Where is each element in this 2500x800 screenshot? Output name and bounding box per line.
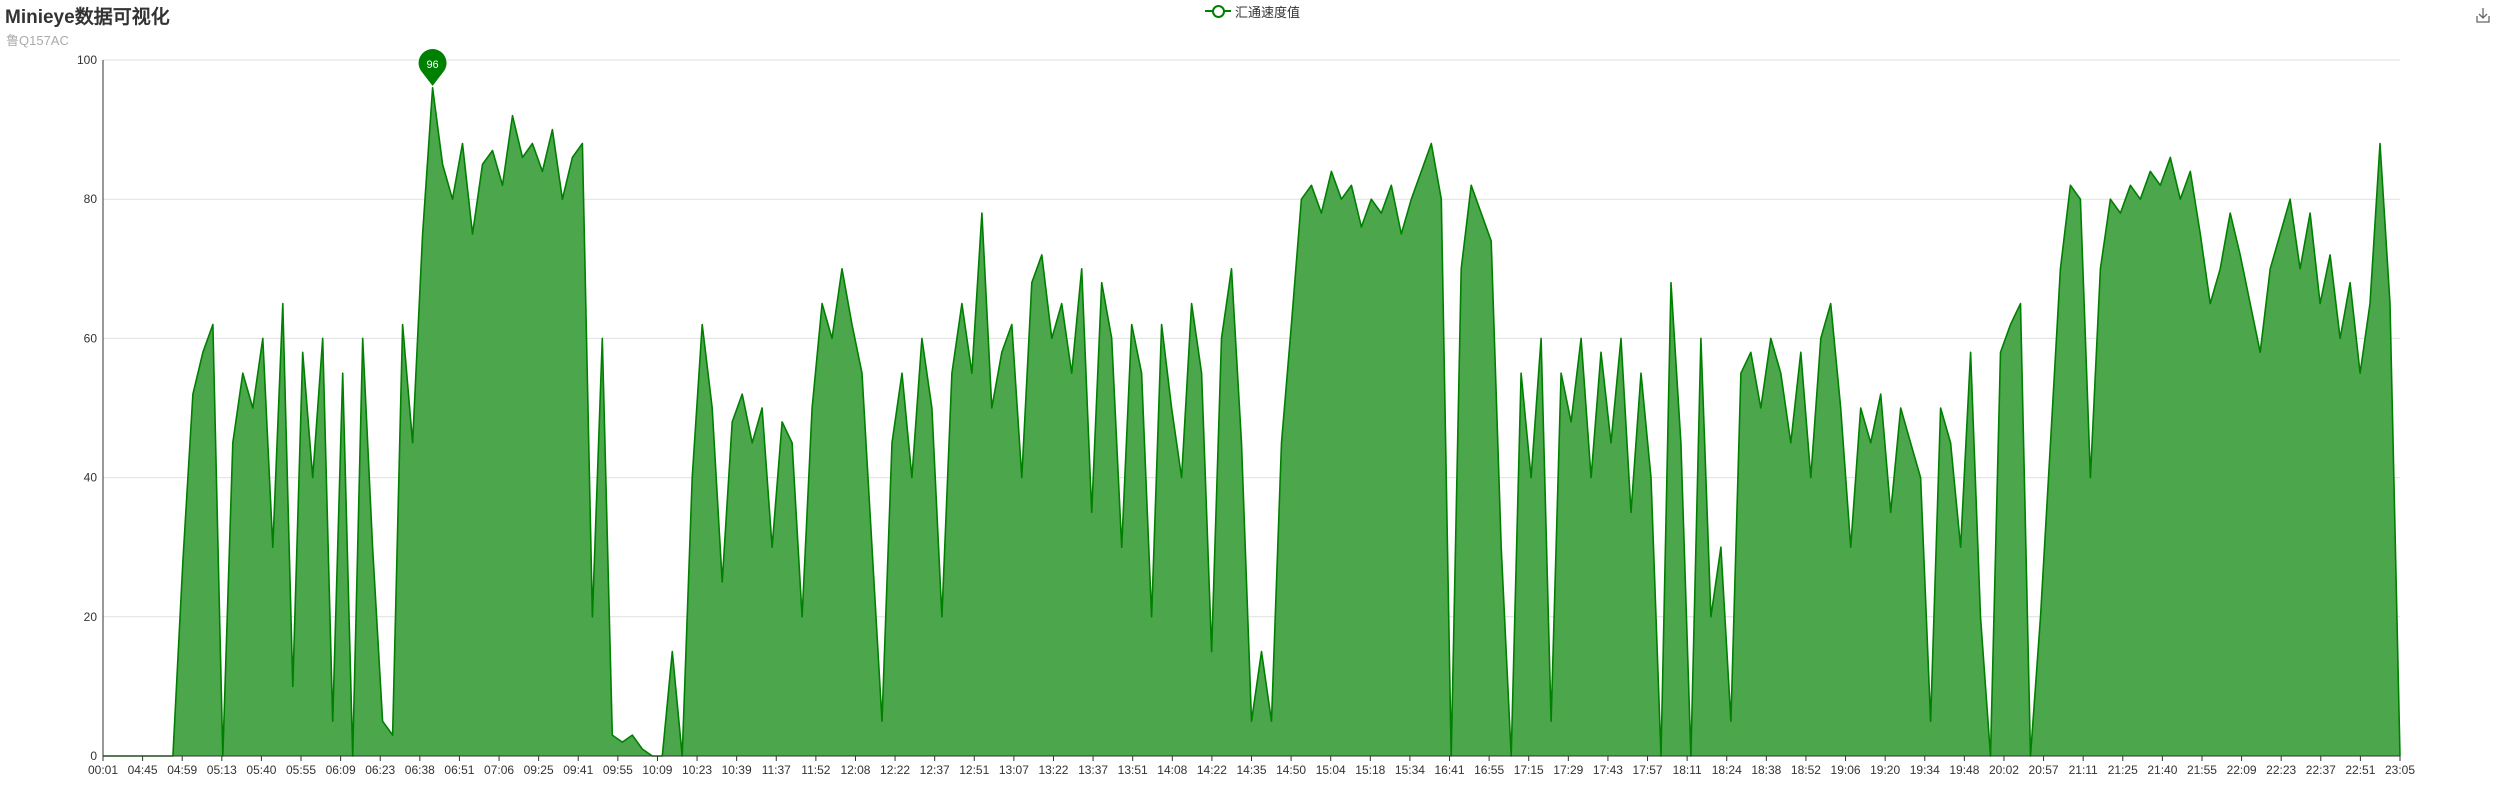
x-tick-label: 10:23 xyxy=(682,763,712,777)
x-tick-label: 18:11 xyxy=(1673,763,1702,777)
x-tick-label: 18:24 xyxy=(1712,763,1742,777)
x-tick-label: 09:25 xyxy=(524,763,554,777)
x-tick-label: 06:09 xyxy=(326,763,356,777)
x-tick-label: 16:41 xyxy=(1435,763,1465,777)
x-tick-label: 14:35 xyxy=(1236,763,1266,777)
page-title: Minieye数据可视化 xyxy=(5,7,170,28)
x-tick-label: 20:02 xyxy=(1989,763,2019,777)
legend-item[interactable]: 汇通速度值 xyxy=(1205,2,1300,20)
x-tick-label: 15:18 xyxy=(1355,763,1385,777)
x-tick-label: 19:06 xyxy=(1831,763,1861,777)
x-tick-label: 06:38 xyxy=(405,763,435,777)
x-tick-label: 15:04 xyxy=(1316,763,1346,777)
x-tick-label: 19:34 xyxy=(1910,763,1940,777)
y-tick-label: 40 xyxy=(84,471,98,485)
legend-line-circle-icon xyxy=(1205,4,1231,18)
x-tick-label: 15:34 xyxy=(1395,763,1425,777)
x-tick-label: 06:51 xyxy=(444,763,474,777)
x-tick-label: 04:45 xyxy=(128,763,158,777)
x-tick-label: 18:38 xyxy=(1751,763,1781,777)
x-tick-label: 12:51 xyxy=(959,763,989,777)
x-tick-label: 05:40 xyxy=(246,763,276,777)
x-tick-label: 06:23 xyxy=(365,763,395,777)
y-tick-label: 100 xyxy=(77,53,97,67)
x-tick-label: 12:37 xyxy=(920,763,950,777)
x-tick-label: 14:22 xyxy=(1197,763,1227,777)
y-tick-label: 0 xyxy=(90,749,97,763)
x-tick-label: 19:20 xyxy=(1870,763,1900,777)
x-tick-label: 17:29 xyxy=(1553,763,1583,777)
y-tick-label: 20 xyxy=(84,610,98,624)
x-tick-label: 05:13 xyxy=(207,763,237,777)
x-tick-label: 22:09 xyxy=(2227,763,2257,777)
x-tick-label: 21:40 xyxy=(2147,763,2177,777)
x-tick-label: 22:51 xyxy=(2345,763,2375,777)
y-tick-label: 60 xyxy=(84,331,98,345)
x-tick-label: 13:37 xyxy=(1078,763,1108,777)
x-tick-label: 17:15 xyxy=(1514,763,1544,777)
chart-subtitle: 鲁Q157AC xyxy=(6,33,69,48)
legend-label: 汇通速度值 xyxy=(1235,4,1301,20)
x-tick-label: 23:05 xyxy=(2385,763,2415,777)
x-tick-label: 11:37 xyxy=(762,763,791,777)
x-tick-label: 21:11 xyxy=(2069,763,2098,777)
x-tick-label: 10:09 xyxy=(642,763,672,777)
max-mark-label: 96 xyxy=(426,59,438,71)
x-tick-label: 11:52 xyxy=(801,763,830,777)
x-tick-label: 07:06 xyxy=(484,763,514,777)
x-tick-label: 21:55 xyxy=(2187,763,2217,777)
x-tick-label: 12:22 xyxy=(880,763,910,777)
series-line xyxy=(103,87,2401,757)
x-tick-label: 14:50 xyxy=(1276,763,1306,777)
x-tick-label: 18:52 xyxy=(1791,763,1821,777)
x-tick-label: 17:43 xyxy=(1593,763,1623,777)
max-mark-pin xyxy=(418,49,447,86)
x-tick-label: 09:41 xyxy=(563,763,593,777)
x-tick-label: 17:57 xyxy=(1633,763,1663,777)
x-tick-label: 05:55 xyxy=(286,763,316,777)
y-tick-label: 80 xyxy=(84,192,98,206)
x-tick-label: 22:37 xyxy=(2306,763,2336,777)
download-icon xyxy=(2476,8,2490,23)
x-tick-label: 16:55 xyxy=(1474,763,1504,777)
x-tick-label: 21:25 xyxy=(2108,763,2138,777)
series-area xyxy=(103,87,2400,757)
download-button[interactable] xyxy=(2474,6,2492,24)
x-tick-label: 00:01 xyxy=(88,763,118,777)
x-tick-label: 13:51 xyxy=(1118,763,1148,777)
x-tick-label: 20:57 xyxy=(2029,763,2059,777)
x-tick-label: 10:39 xyxy=(722,763,752,777)
x-tick-label: 19:48 xyxy=(1949,763,1979,777)
x-tick-label: 22:23 xyxy=(2266,763,2296,777)
x-tick-label: 13:22 xyxy=(1038,763,1068,777)
x-tick-label: 12:08 xyxy=(840,763,870,777)
x-tick-label: 09:55 xyxy=(603,763,633,777)
x-tick-label: 13:07 xyxy=(999,763,1029,777)
x-tick-label: 04:59 xyxy=(167,763,197,777)
x-tick-label: 14:08 xyxy=(1157,763,1187,777)
